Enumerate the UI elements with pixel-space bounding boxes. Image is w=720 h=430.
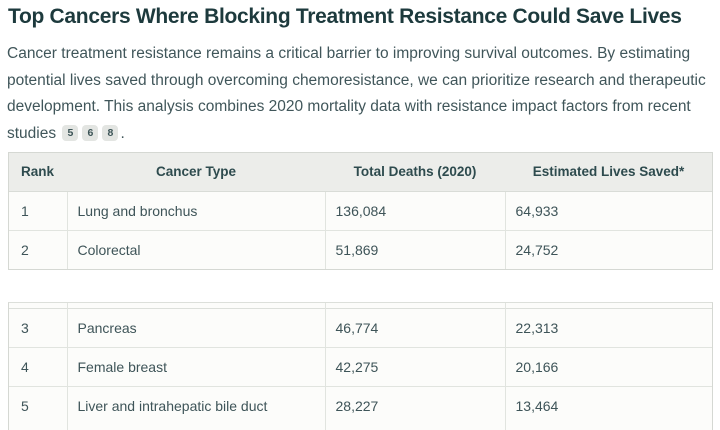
- intro-paragraph: Cancer treatment resistance remains a cr…: [7, 41, 714, 147]
- column-header-rank: Rank: [9, 153, 67, 192]
- intro-text: Cancer treatment resistance remains a cr…: [7, 45, 706, 142]
- cell-rank: 2: [9, 229, 67, 269]
- cell-lives-saved: 20,166: [504, 346, 712, 386]
- cell-cancer-type: Colorectal: [66, 229, 325, 269]
- cancer-table-lower: 3 Pancreas 46,774 22,313 4 Female breast…: [8, 302, 713, 430]
- table-row: 2 Colorectal 51,869 24,752: [9, 229, 712, 269]
- cell-lives-saved: 24,752: [504, 229, 712, 269]
- cell-total-deaths: 42,275: [324, 346, 505, 386]
- cell-total-deaths: 46,774: [324, 307, 505, 347]
- cell-rank: 1: [9, 190, 67, 230]
- cell-lives-saved: [504, 303, 712, 308]
- cell-total-deaths: 136,084: [324, 190, 505, 230]
- cell-total-deaths: 28,227: [324, 385, 505, 425]
- page-title: Top Cancers Where Blocking Treatment Res…: [8, 5, 682, 28]
- column-header-total-deaths: Total Deaths (2020): [325, 153, 505, 192]
- column-header-lives-saved: Estimated Lives Saved*: [505, 153, 712, 192]
- cell-total-deaths: [324, 303, 505, 308]
- cell-total-deaths: 51,869: [324, 229, 505, 269]
- table-row: 3 Pancreas 46,774 22,313: [9, 307, 712, 347]
- cell-lives-saved: 64,933: [504, 190, 712, 230]
- cell-cancer-type: [66, 303, 325, 308]
- citation-badge[interactable]: 5: [62, 124, 79, 141]
- cell-cancer-type: Lung and bronchus: [66, 190, 325, 230]
- cell-lives-saved: [504, 425, 712, 430]
- cancer-table: Rank Cancer Type Total Deaths (2020) Est…: [9, 153, 712, 269]
- cell-lives-saved: 13,464: [504, 385, 712, 425]
- cancer-table-upper: Rank Cancer Type Total Deaths (2020) Est…: [8, 152, 713, 270]
- cell-rank: 5: [9, 385, 67, 425]
- cell-cancer-type: [66, 425, 325, 430]
- table-row-clipped: [9, 303, 712, 308]
- table-row: 4 Female breast 42,275 20,166: [9, 346, 712, 386]
- table-header-row: Rank Cancer Type Total Deaths (2020) Est…: [9, 153, 712, 192]
- table-row: 1 Lung and bronchus 136,084 64,933: [9, 190, 712, 230]
- cancer-table-continued: 3 Pancreas 46,774 22,313 4 Female breast…: [9, 303, 712, 430]
- cell-lives-saved: 22,313: [504, 307, 712, 347]
- cell-rank: [9, 425, 67, 430]
- cell-rank: 4: [9, 346, 67, 386]
- table-row-clipped: [9, 425, 712, 430]
- cell-cancer-type: Liver and intrahepatic bile duct: [66, 385, 325, 425]
- cell-cancer-type: Female breast: [66, 346, 325, 386]
- column-header-cancer-type: Cancer Type: [67, 153, 325, 192]
- cell-total-deaths: [324, 425, 505, 430]
- table-row: 5 Liver and intrahepatic bile duct 28,22…: [9, 385, 712, 425]
- citation-badge[interactable]: 6: [82, 124, 99, 141]
- cell-rank: 3: [9, 307, 67, 347]
- cell-cancer-type: Pancreas: [66, 307, 325, 347]
- intro-suffix: .: [120, 124, 125, 142]
- cell-rank: [9, 303, 67, 308]
- citation-badge[interactable]: 8: [102, 124, 119, 141]
